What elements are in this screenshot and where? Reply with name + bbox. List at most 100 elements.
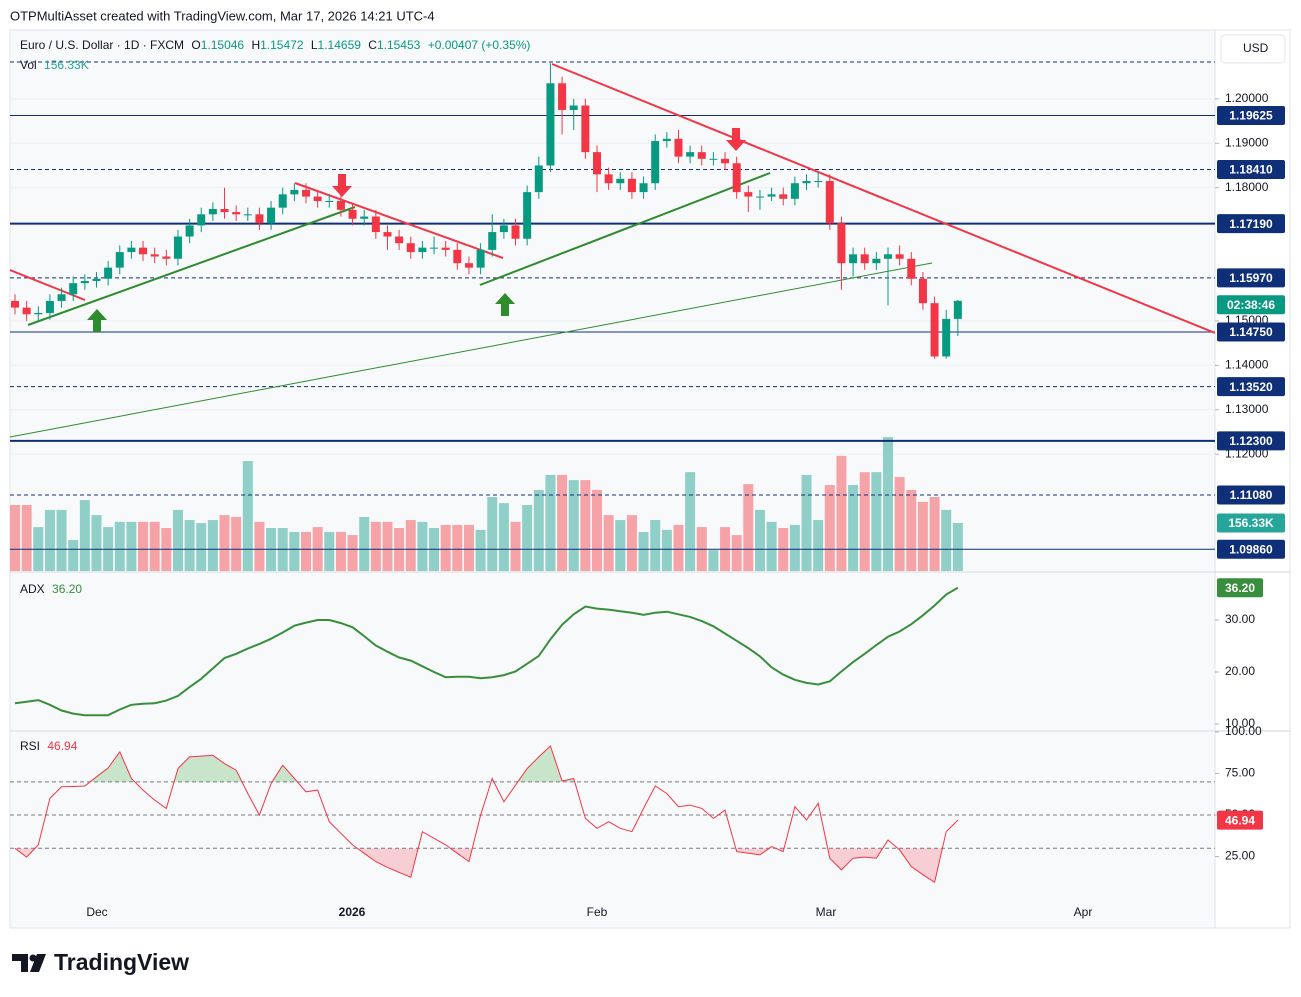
candle-body <box>383 232 392 237</box>
candle-body <box>511 225 520 239</box>
volume-bar <box>603 515 614 571</box>
symbol: Euro / U.S. Dollar · 1D · FXCM <box>20 38 184 52</box>
candle-body <box>534 165 543 193</box>
adx-line <box>14 586 959 717</box>
volume-bar <box>21 504 32 571</box>
level-tag <box>1217 159 1285 179</box>
legend-open: 1.15046 <box>201 38 245 52</box>
volume-bar <box>650 520 661 571</box>
candle-body <box>837 223 846 264</box>
candle-body <box>942 318 951 357</box>
volume-bar <box>475 529 486 571</box>
volume-bar <box>661 529 672 571</box>
volume-bar <box>68 539 79 571</box>
volume-bar <box>708 550 719 571</box>
candle-body <box>418 247 427 253</box>
volume-bar <box>463 524 474 571</box>
candle-body <box>267 207 276 224</box>
y-tick-label: 1.19000 <box>1225 135 1269 149</box>
volume-bar <box>207 520 218 571</box>
volume-legend: Vol 156.33K <box>20 58 89 72</box>
volume-bar <box>126 521 137 571</box>
volume-bar <box>405 520 416 571</box>
rsi-legend: RSI 46.94 <box>20 739 78 753</box>
currency-label[interactable]: USD <box>1243 41 1269 55</box>
candle-body <box>732 163 741 193</box>
sell-arrow <box>332 174 352 197</box>
candle-body <box>22 307 31 315</box>
volume-bar <box>743 484 754 571</box>
volume-bar <box>219 515 230 571</box>
legend: Euro / U.S. Dollar · 1D · FXCM O1.15046 … <box>20 38 530 52</box>
candle-body <box>581 105 590 153</box>
candle-body <box>814 181 823 183</box>
rsi-line <box>14 745 959 883</box>
level-tag <box>1217 485 1285 505</box>
y-tick-label: 1.20000 <box>1225 91 1269 105</box>
legend-key: C <box>368 38 377 52</box>
level-tag <box>1217 322 1285 342</box>
volume-bar <box>289 532 300 571</box>
candle-body <box>302 189 310 197</box>
candle-body <box>558 83 567 110</box>
level-tag-label: 1.09860 <box>1229 542 1273 556</box>
volume-bar <box>766 521 777 571</box>
candle-body <box>325 201 334 203</box>
adx-pane <box>10 573 1215 730</box>
buy-arrow <box>495 293 515 316</box>
level-tag-label: 1.17190 <box>1229 217 1273 231</box>
logo-mark <box>12 954 46 972</box>
candle-body <box>674 138 683 157</box>
volume-bar <box>254 521 265 571</box>
volume-bar <box>114 521 125 571</box>
candle-body <box>371 216 380 233</box>
candle-body <box>476 249 485 268</box>
volume-bar <box>510 521 521 571</box>
volume-bar <box>871 472 882 571</box>
candle-body <box>872 258 881 264</box>
y-tick-label: 10.00 <box>1225 716 1255 730</box>
candle-body <box>546 83 555 166</box>
trendline <box>27 206 356 326</box>
volume-bar <box>929 497 940 571</box>
candle-body <box>907 258 916 279</box>
x-tick-label: Apr <box>1074 905 1093 919</box>
logo-dot <box>29 954 37 962</box>
candle-body <box>464 263 473 268</box>
candle-body <box>173 236 182 259</box>
legend-high: 1.15472 <box>260 38 304 52</box>
volume-bar <box>533 489 544 571</box>
candle-body <box>430 247 439 249</box>
x-tick-label: 2026 <box>339 905 366 919</box>
legend-key: H <box>251 38 260 52</box>
volume-bar <box>592 489 602 571</box>
volume-bar <box>859 472 870 571</box>
volume-bar <box>685 472 696 571</box>
level-tag-label: 1.11080 <box>1230 488 1273 502</box>
volume-bar <box>335 532 346 571</box>
volume-bar <box>242 461 253 571</box>
currency-button[interactable] <box>1220 34 1286 64</box>
chart-frame <box>9 29 1291 929</box>
x-tick-label: Dec <box>86 905 107 919</box>
candle-body <box>278 194 287 208</box>
volume-bar <box>172 509 183 571</box>
volume-bar <box>615 520 626 571</box>
candle-body <box>290 189 299 195</box>
volume-bar <box>196 523 207 571</box>
volume-bar <box>79 500 90 571</box>
level-tag-label: 1.19625 <box>1229 109 1273 123</box>
y-tick-label: 25.00 <box>1225 849 1255 863</box>
candle-body <box>849 254 858 264</box>
countdown-label: 02:38:46 <box>1227 298 1275 312</box>
volume-bar <box>836 455 847 571</box>
rsi-tag-label: 46.94 <box>1225 813 1255 827</box>
legend-low: 1.14659 <box>318 38 362 52</box>
level-tag-label: 1.12300 <box>1229 434 1273 448</box>
volume-bar <box>452 524 463 571</box>
legend-key: O <box>191 38 200 52</box>
candle-body <box>150 254 159 257</box>
volume-bar <box>626 515 637 571</box>
volume-bar <box>370 521 381 571</box>
